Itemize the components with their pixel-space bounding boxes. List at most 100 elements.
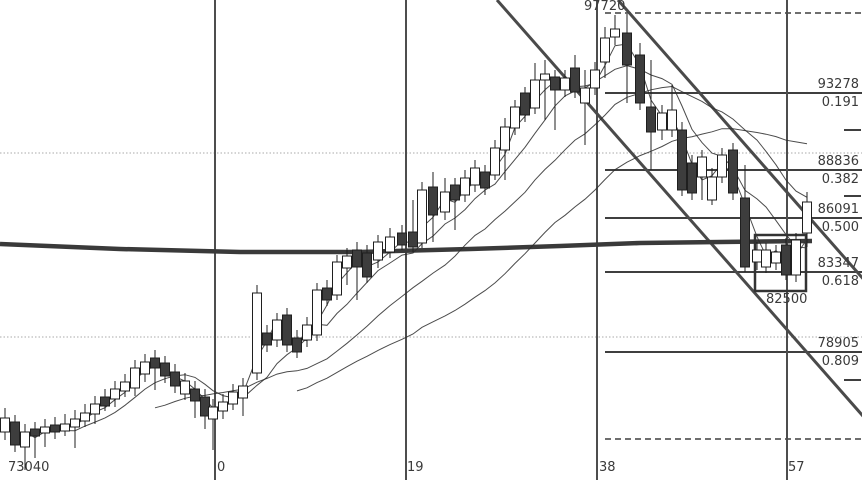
- candle-body: [450, 184, 460, 201]
- thick-moving-average: [0, 238, 813, 255]
- candle-body: [717, 154, 727, 178]
- candle-body: [208, 406, 218, 420]
- candle-body: [292, 337, 302, 353]
- candle-body: [635, 54, 645, 104]
- fib-ratio-label: 0.809: [821, 354, 859, 369]
- candle-body: [550, 76, 560, 91]
- candle-body: [580, 87, 590, 104]
- candle-body: [490, 147, 500, 176]
- fib-ratio-label: 0.191: [821, 95, 859, 110]
- candle-body: [180, 380, 190, 395]
- candle-body: [322, 287, 332, 301]
- candle-body: [170, 371, 180, 387]
- candle-body: [228, 391, 238, 405]
- candle-body: [657, 112, 667, 131]
- fib-ratio-label: 0.382: [821, 172, 859, 187]
- candle-body: [352, 249, 362, 268]
- candle-body: [480, 171, 490, 189]
- candle-body: [110, 388, 120, 400]
- candle-body: [530, 79, 540, 109]
- candle-body: [771, 251, 781, 264]
- candle-body: [417, 189, 427, 244]
- candle-body: [677, 129, 687, 191]
- candle-body: [590, 69, 600, 89]
- candle-body: [520, 92, 530, 116]
- moving-average-line: [296, 128, 808, 392]
- candle-body: [802, 201, 812, 234]
- candle-body: [385, 236, 395, 253]
- x-axis-label: 38: [599, 460, 616, 475]
- candle-body: [130, 367, 140, 389]
- candle-body: [622, 32, 632, 66]
- candle-body: [740, 197, 750, 268]
- fib-ratio-label: 0.500: [821, 220, 859, 235]
- candle-body: [252, 292, 262, 374]
- candle-body: [218, 401, 228, 412]
- candle-body: [90, 403, 100, 415]
- candle-body: [560, 77, 570, 91]
- candle-body: [80, 412, 90, 422]
- trend-channel-line: [616, 0, 862, 280]
- x-axis-label: 57: [788, 460, 805, 475]
- candle-body: [707, 176, 717, 201]
- fib-price-label: 93278: [817, 77, 859, 92]
- candle-body: [600, 37, 610, 63]
- candle-body: [752, 249, 762, 263]
- candle-body: [262, 332, 272, 346]
- candle-body: [408, 231, 418, 248]
- candle-body: [470, 167, 480, 186]
- candle-body: [120, 381, 130, 392]
- candle-body: [332, 261, 342, 296]
- candle-body: [342, 255, 352, 269]
- candle-body: [428, 186, 438, 216]
- candle-body: [362, 252, 372, 278]
- consolidation-box: [753, 233, 808, 293]
- candle-body: [302, 324, 312, 341]
- candle-body: [791, 239, 801, 276]
- candle-body: [570, 67, 580, 93]
- candle-body: [50, 424, 60, 433]
- candle-body: [460, 177, 470, 196]
- candle-body: [510, 106, 520, 129]
- candle-body: [190, 388, 200, 402]
- candle-body: [373, 241, 383, 261]
- candle-body: [140, 361, 150, 375]
- candle-body: [761, 249, 771, 268]
- candle-body: [540, 73, 550, 81]
- x-axis-label: 19: [407, 460, 424, 475]
- candle-body: [687, 162, 697, 194]
- candle-body: [40, 426, 50, 434]
- candle-body: [10, 421, 20, 446]
- fib-ratio-label: 0.618: [821, 274, 859, 289]
- candle-body: [667, 109, 677, 131]
- x-axis-label: 0: [217, 460, 226, 475]
- candle-body: [70, 418, 80, 428]
- box-price-label: 82500: [766, 292, 808, 307]
- candle-body: [150, 357, 160, 369]
- x-axis-label: 73040: [8, 460, 50, 475]
- candle-body: [160, 362, 170, 377]
- candle-body: [20, 431, 30, 448]
- peak-price-label: 97720: [584, 0, 626, 14]
- candle-body: [60, 423, 70, 432]
- candle-body: [100, 396, 110, 407]
- candle-body: [30, 428, 40, 437]
- candle-body: [0, 417, 10, 433]
- moving-average-line: [154, 85, 808, 409]
- candle-body: [238, 385, 248, 399]
- candle-body: [397, 232, 407, 246]
- candle-body: [728, 149, 738, 194]
- candle-body: [500, 126, 510, 151]
- candle-body: [781, 244, 791, 276]
- candle-body: [440, 191, 450, 213]
- candle-body: [610, 28, 620, 38]
- fib-price-label: 83347: [817, 256, 859, 271]
- candle-body: [312, 289, 322, 336]
- fib-price-label: 88836: [817, 154, 859, 169]
- candle-body: [646, 106, 656, 133]
- fib-price-label: 78905: [817, 336, 859, 351]
- candle-body: [697, 156, 707, 178]
- candle-body: [272, 319, 282, 341]
